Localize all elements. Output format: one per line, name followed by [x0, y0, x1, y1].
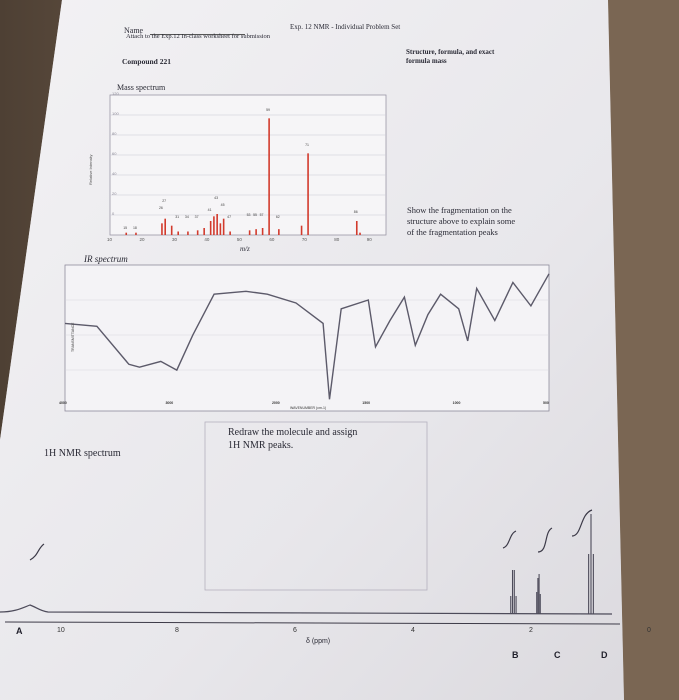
mass-spectrum-title: Mass spectrum — [117, 83, 166, 92]
integration-curve-c — [537, 527, 553, 553]
ms-peak-label: 31 — [175, 215, 180, 219]
ms-x-tick: 40 — [204, 237, 210, 242]
ms-x-tick: 10 — [107, 237, 113, 242]
ms-peak-label: 57 — [259, 212, 264, 217]
ms-peak-label: 55 — [253, 212, 258, 217]
ms-peak-label: 62 — [275, 215, 280, 219]
nmr-baseline — [0, 604, 613, 615]
fragmentation-note-line3: of the fragmentation peaks — [407, 227, 498, 237]
nmr-x-tick: 8 — [175, 627, 179, 634]
nmr-peak-letter-b: B — [512, 650, 519, 660]
ms-x-tick: 20 — [139, 237, 145, 242]
nmr-answer-box — [204, 421, 428, 591]
ms-y-tick: 60 — [112, 151, 117, 156]
ms-peak-label: 37 — [194, 215, 199, 219]
ir-x-tick: 500 — [543, 401, 549, 405]
nmr-axis — [4, 621, 621, 625]
integration-curve-d — [571, 509, 593, 537]
nmr-x-tick: 4 — [411, 627, 415, 634]
ms-peak-label: 59 — [266, 107, 270, 112]
ir-spectrum-ylabel: TRANSMITTANCE — [71, 322, 75, 353]
table-edge — [608, 0, 679, 700]
mass-spectrum-frame — [109, 94, 387, 236]
ms-peak-label: 26 — [158, 205, 163, 210]
ms-peak-label: 86 — [353, 210, 358, 215]
mass-spectrum-ylabel: Relative Intensity — [88, 154, 93, 185]
ms-peak-label: 34 — [184, 215, 189, 219]
nmr-x-tick: 6 — [293, 627, 297, 634]
nmr-peak-letter-a: A — [16, 626, 23, 636]
worksheet-instruction: Attach to the Exp.12 In-class worksheet … — [126, 33, 271, 40]
ir-x-tick: 3000 — [165, 401, 174, 405]
integration-curve-b — [502, 530, 517, 549]
mass-spectrum-bars — [125, 118, 361, 235]
ms-peak-label: 53 — [246, 212, 251, 217]
ir-spectrum-title: IR spectrum — [84, 254, 128, 264]
ms-x-tick: 30 — [171, 237, 177, 242]
compound-label: Compound 221 — [122, 57, 171, 66]
ms-peak-label: 45 — [220, 203, 225, 208]
name-label: Name — [124, 26, 144, 35]
ms-peak-label: 18 — [132, 225, 137, 230]
ms-x-tick: 70 — [301, 237, 307, 242]
nmr-peaks — [510, 514, 594, 614]
ms-peak-label: 41 — [207, 208, 212, 212]
ms-y-tick: 0 — [112, 211, 115, 216]
nmr-x-tick: 0 — [647, 627, 651, 634]
nmr-box-line1: Redraw the molecule and assign — [228, 427, 358, 438]
nmr-peak-letter-c: C — [554, 650, 561, 660]
ms-peak-label: 15 — [123, 225, 128, 230]
ms-peak-label: 47 — [227, 215, 232, 219]
nmr-x-tick: 10 — [57, 627, 65, 634]
structure-prompt-line1: Structure, formula, and exact — [406, 48, 495, 56]
mass-spectrum-grid — [110, 114, 386, 216]
fragmentation-note-line1: Show the fragmentation on the — [407, 205, 512, 215]
ms-x-tick: 60 — [269, 237, 275, 242]
ms-x-tick: 80 — [334, 237, 340, 242]
mass-spectrum-xlabel: m/z — [240, 245, 250, 253]
ms-y-tick: 80 — [112, 131, 117, 136]
ir-x-tick: 1000 — [452, 401, 461, 405]
ms-y-tick: 20 — [112, 191, 117, 196]
ir-x-tick: 2000 — [271, 401, 280, 405]
nmr-box-line2: 1H NMR peaks. — [228, 440, 294, 451]
ms-peak-label: 43 — [214, 196, 219, 201]
ms-peak-label: 27 — [162, 198, 167, 203]
structure-prompt-line2: formula mass — [406, 57, 447, 65]
nmr-spectrum-xlabel: δ (ppm) — [306, 638, 331, 645]
ir-spectrum-xlabel: WAVENUMBER (cm-1) — [290, 406, 327, 410]
ir-x-tick: 1500 — [362, 401, 371, 405]
name-underline — [150, 34, 245, 35]
fragmentation-note-line2: structure above to explain some — [407, 216, 516, 226]
ms-y-tick: 40 — [112, 171, 117, 176]
ir-spectrum-trace — [64, 273, 550, 400]
nmr-x-tick: 2 — [529, 627, 533, 634]
integration-curve-a — [29, 543, 45, 561]
ms-y-tick: 100 — [112, 111, 119, 116]
nmr-spectrum-title: 1H NMR spectrum — [44, 448, 121, 459]
ir-x-tick: 4000 — [59, 401, 67, 405]
ms-y-tick: 120 — [112, 91, 119, 96]
ms-x-tick: 50 — [236, 237, 242, 242]
nmr-peak-letter-d: D — [601, 650, 608, 660]
ms-peak-label: 71 — [305, 142, 309, 147]
ms-x-tick: 90 — [366, 237, 372, 242]
worksheet-title: Exp. 12 NMR - Individual Problem Set — [290, 23, 401, 31]
